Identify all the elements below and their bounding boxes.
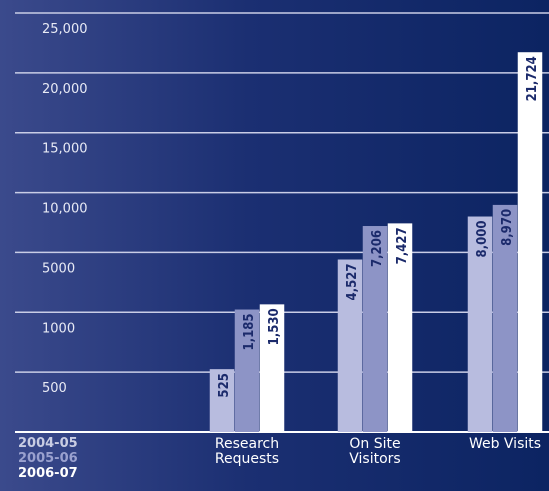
bar — [234, 309, 260, 432]
y-tick-label: 5000 — [42, 261, 75, 276]
value-label: 525 — [217, 373, 232, 397]
value-label: 1,185 — [242, 314, 257, 351]
value-label: 4,527 — [345, 264, 360, 301]
value-label: 21,724 — [525, 56, 540, 101]
bar — [259, 304, 285, 432]
bar — [467, 216, 493, 432]
bar — [517, 52, 543, 433]
y-tick-label: 500 — [42, 381, 67, 396]
x-tick-label: Research Requests — [214, 436, 280, 467]
bar — [492, 204, 518, 432]
y-tick-label: 20,000 — [42, 82, 88, 97]
bar — [337, 259, 363, 432]
x-tick-label: On Site Visitors — [349, 436, 401, 467]
legend-entry: 2006-07 — [18, 466, 78, 481]
legend-entry: 2005-06 — [18, 451, 78, 466]
value-label: 8,000 — [475, 221, 490, 258]
value-label: 8,970 — [500, 209, 515, 246]
x-tick-label: Web Visits — [468, 436, 542, 452]
y-tick-label: 10,000 — [42, 202, 88, 217]
y-tick-label: 25,000 — [42, 22, 88, 37]
value-label: 1,530 — [267, 308, 282, 345]
value-label: 7,206 — [370, 230, 385, 267]
legend-entry: 2004-05 — [18, 436, 78, 451]
bar — [209, 369, 235, 432]
y-tick-label: 1000 — [42, 321, 75, 336]
value-label: 7,427 — [395, 227, 410, 264]
y-tick-label: 15,000 — [42, 142, 88, 157]
bar — [362, 226, 388, 432]
bar — [387, 223, 413, 432]
